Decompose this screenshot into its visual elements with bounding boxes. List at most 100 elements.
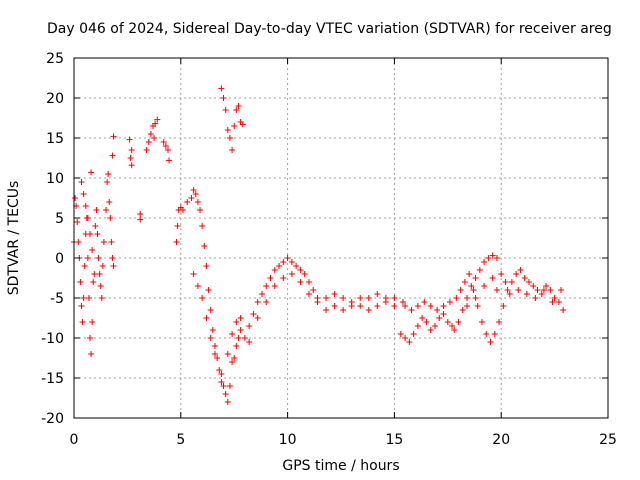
data-point bbox=[237, 327, 244, 333]
data-point bbox=[498, 271, 505, 277]
data-point bbox=[254, 315, 261, 321]
data-point bbox=[214, 355, 221, 361]
data-point bbox=[78, 179, 85, 185]
data-point bbox=[88, 169, 95, 176]
data-point bbox=[174, 223, 181, 229]
data-point bbox=[162, 143, 169, 149]
data-point bbox=[192, 191, 199, 197]
data-points bbox=[71, 85, 567, 405]
data-point bbox=[151, 135, 158, 141]
data-point bbox=[391, 303, 398, 309]
y-tick-label: 20 bbox=[46, 91, 64, 107]
data-point bbox=[80, 191, 87, 197]
plot-frame bbox=[73, 57, 609, 419]
data-point bbox=[107, 215, 114, 221]
data-point bbox=[211, 343, 218, 349]
data-point bbox=[109, 152, 116, 159]
data-point bbox=[211, 351, 218, 357]
data-point bbox=[226, 135, 233, 141]
data-point bbox=[515, 287, 522, 293]
data-point bbox=[154, 116, 161, 123]
data-point bbox=[90, 279, 97, 285]
data-point bbox=[276, 263, 283, 269]
data-point bbox=[93, 207, 100, 213]
y-tick-label: 25 bbox=[46, 51, 64, 67]
data-point bbox=[110, 263, 117, 269]
data-point bbox=[271, 267, 278, 273]
data-point bbox=[84, 255, 91, 261]
data-point bbox=[538, 291, 545, 297]
data-point bbox=[218, 371, 225, 377]
data-point bbox=[293, 263, 300, 269]
data-point bbox=[92, 223, 99, 229]
data-point bbox=[481, 283, 488, 289]
data-point bbox=[99, 263, 106, 269]
data-point bbox=[246, 323, 253, 329]
data-point bbox=[288, 259, 295, 265]
y-tick-label: 5 bbox=[55, 211, 64, 227]
data-point bbox=[348, 303, 355, 309]
data-point bbox=[419, 315, 426, 321]
data-point bbox=[453, 295, 460, 301]
data-point bbox=[258, 291, 265, 297]
data-point bbox=[521, 275, 528, 281]
data-point bbox=[525, 279, 532, 285]
data-point bbox=[263, 299, 270, 305]
data-point bbox=[408, 307, 415, 313]
data-point bbox=[491, 331, 498, 337]
data-point bbox=[397, 331, 404, 337]
data-point bbox=[280, 259, 287, 265]
y-axis-ticks: -20 -15 -10 -5 0 5 10 15 20 25 bbox=[41, 51, 608, 427]
data-point bbox=[74, 219, 81, 225]
data-point bbox=[233, 319, 240, 325]
data-point bbox=[331, 291, 338, 297]
data-point bbox=[190, 271, 197, 277]
data-point bbox=[87, 335, 94, 341]
data-point bbox=[434, 307, 441, 313]
data-point bbox=[382, 295, 389, 301]
data-point bbox=[226, 383, 233, 389]
data-point bbox=[365, 307, 372, 313]
data-point bbox=[331, 303, 338, 309]
data-point bbox=[374, 303, 381, 309]
data-point bbox=[88, 351, 95, 357]
data-point bbox=[82, 203, 89, 209]
data-point bbox=[263, 283, 270, 289]
data-point bbox=[104, 179, 111, 185]
data-point bbox=[188, 195, 195, 201]
data-point bbox=[108, 239, 115, 245]
data-point bbox=[229, 359, 236, 365]
data-point bbox=[427, 327, 434, 333]
data-point bbox=[305, 291, 312, 297]
data-point bbox=[84, 215, 91, 221]
data-point bbox=[500, 303, 507, 309]
data-point bbox=[190, 187, 197, 193]
data-point bbox=[233, 343, 240, 349]
data-point bbox=[288, 271, 295, 277]
data-point bbox=[103, 207, 110, 213]
data-point bbox=[459, 307, 466, 313]
data-point bbox=[89, 319, 96, 325]
data-point bbox=[145, 139, 152, 145]
data-point bbox=[199, 223, 206, 229]
data-point bbox=[207, 307, 214, 313]
data-point bbox=[280, 275, 287, 281]
data-point bbox=[85, 295, 92, 301]
data-point bbox=[402, 335, 409, 341]
data-point bbox=[551, 295, 558, 301]
data-point bbox=[201, 243, 208, 249]
data-point bbox=[504, 287, 511, 293]
data-point bbox=[476, 267, 483, 273]
data-point bbox=[374, 291, 381, 297]
data-point bbox=[560, 307, 567, 313]
data-point bbox=[231, 123, 238, 129]
data-point bbox=[464, 303, 471, 309]
y-tick-label: 0 bbox=[55, 251, 64, 267]
y-axis-label: SDTVAR / TECUs bbox=[6, 181, 22, 296]
data-point bbox=[179, 207, 186, 213]
data-point bbox=[205, 287, 212, 293]
data-point bbox=[152, 120, 159, 127]
y-tick-label: -15 bbox=[41, 371, 64, 387]
data-point bbox=[109, 255, 116, 261]
y-tick-label: -5 bbox=[50, 291, 64, 307]
